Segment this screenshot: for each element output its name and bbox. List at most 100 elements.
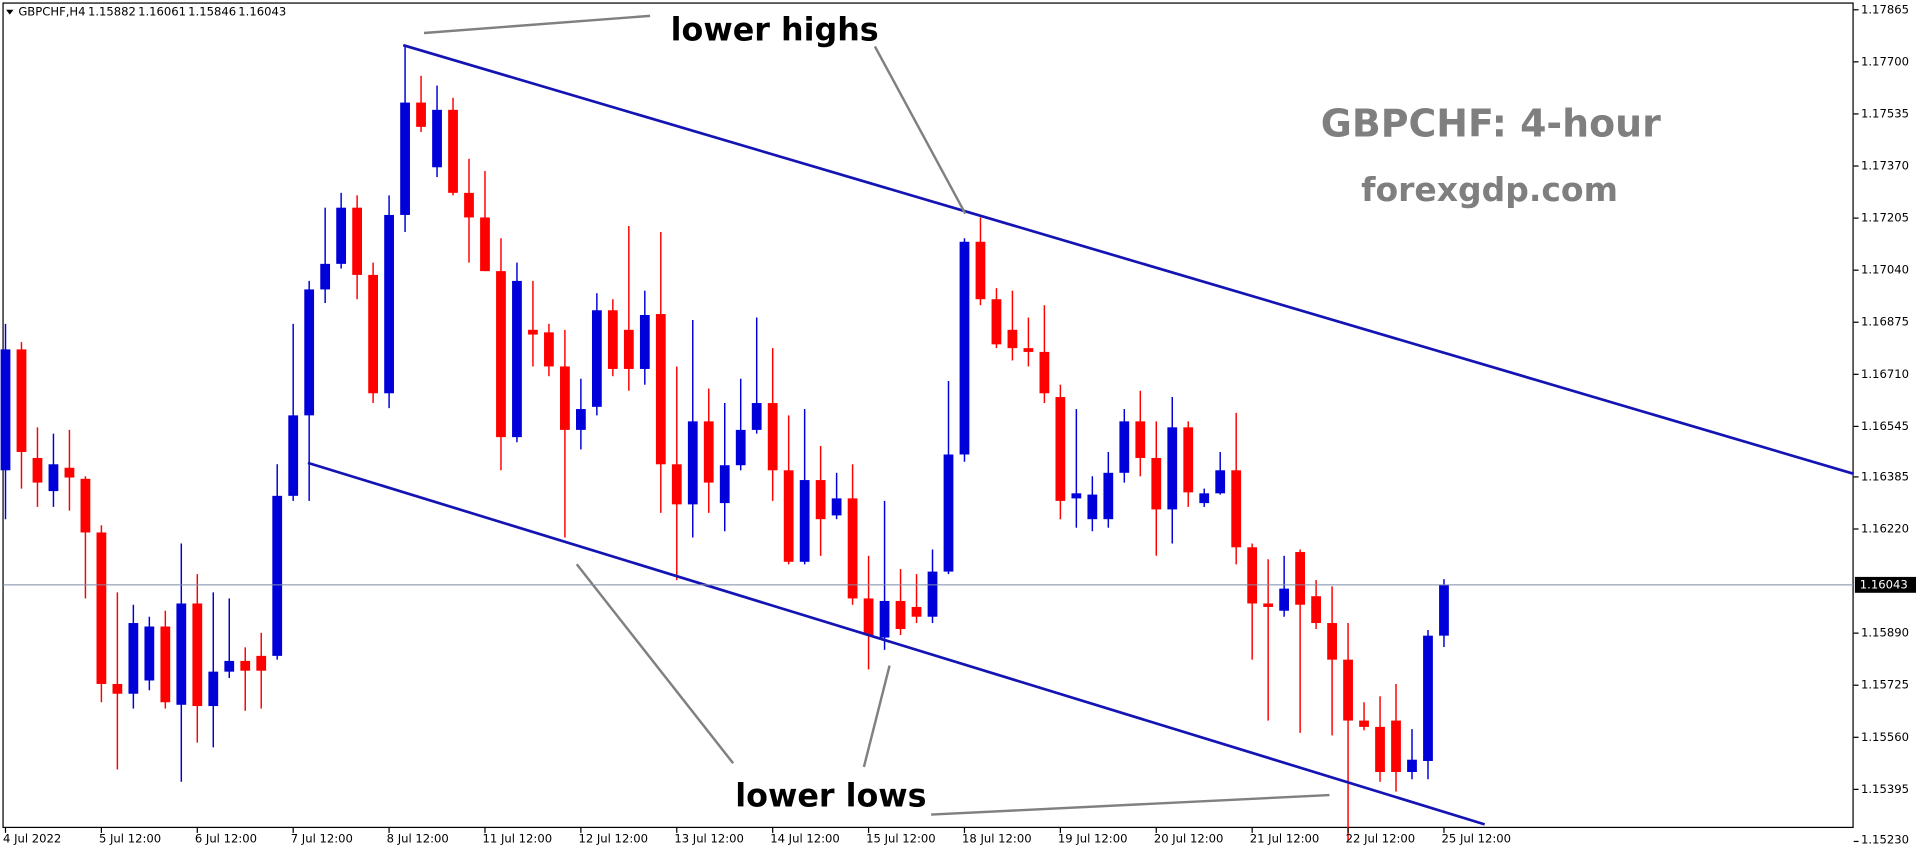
candle-body xyxy=(1423,635,1433,761)
header-close: 1.16043 xyxy=(238,5,286,19)
pointer-line xyxy=(575,563,735,765)
candle-body xyxy=(384,214,394,394)
candle-body xyxy=(1407,759,1417,773)
annotation: lower highs xyxy=(671,13,879,49)
candle-body xyxy=(336,207,347,264)
candle-body xyxy=(639,314,650,369)
candle-body xyxy=(1295,552,1306,605)
candle-body xyxy=(272,495,283,656)
current-price-label: 1.16043 xyxy=(1860,577,1908,591)
candle-body xyxy=(911,606,922,617)
x-tick-label: 22 Jul 12:00 xyxy=(1346,832,1416,846)
header-high: 1.16061 xyxy=(138,5,186,19)
candle-body xyxy=(528,329,538,335)
candle-body xyxy=(560,366,570,430)
y-tick-label: 1.16385 xyxy=(1861,469,1909,483)
x-tick-label: 18 Jul 12:00 xyxy=(962,832,1032,846)
y-tick-label: 1.17040 xyxy=(1861,263,1909,277)
y-tick-label: 1.16545 xyxy=(1861,419,1909,433)
candle-body xyxy=(623,329,634,369)
candle-body xyxy=(959,241,970,455)
candle-body xyxy=(96,532,107,684)
current-price-box xyxy=(1854,576,1916,593)
annotation: lower lows xyxy=(735,778,926,814)
candle-body xyxy=(895,600,906,630)
candle-body xyxy=(1279,588,1290,611)
candle-body xyxy=(1071,493,1082,499)
candle-body xyxy=(1327,623,1337,660)
candle-body xyxy=(128,623,139,694)
candle-body xyxy=(1119,421,1130,473)
x-tick-label: 20 Jul 12:00 xyxy=(1154,832,1224,846)
candle-body xyxy=(432,109,442,168)
candle-body xyxy=(687,421,698,505)
candle-body xyxy=(927,571,938,617)
candle-body xyxy=(288,415,299,496)
candle-body xyxy=(751,403,762,430)
candle-body xyxy=(64,467,75,478)
candle-body xyxy=(1311,596,1321,624)
candle-body xyxy=(1007,329,1018,349)
candle-body xyxy=(112,683,123,694)
candle-body xyxy=(879,600,890,638)
candle-body xyxy=(831,498,842,516)
candle-body xyxy=(607,310,618,369)
candle-body xyxy=(575,409,586,430)
candle-body xyxy=(1183,427,1194,493)
y-tick-label: 1.15230 xyxy=(1861,833,1909,847)
x-tick-label: 19 Jul 12:00 xyxy=(1058,832,1128,846)
candle-body xyxy=(783,470,794,562)
x-tick-label: 5 Jul 12:00 xyxy=(99,832,161,846)
x-tick-label: 8 Jul 12:00 xyxy=(387,832,449,846)
candle-body xyxy=(1151,457,1162,510)
y-tick-label: 1.15725 xyxy=(1861,678,1909,692)
trend-lines xyxy=(307,43,1855,826)
candle-body xyxy=(991,299,1002,345)
pointer-line xyxy=(931,793,1330,816)
candle-body xyxy=(320,263,331,290)
candle-body xyxy=(1055,397,1066,501)
candle-body xyxy=(256,655,267,671)
candle-body xyxy=(448,109,458,193)
candle-body xyxy=(1135,421,1146,458)
candle-body xyxy=(943,454,954,572)
candle-body xyxy=(224,660,235,672)
candle-body xyxy=(815,480,826,520)
candle-body xyxy=(0,349,11,471)
candle-body xyxy=(767,403,778,471)
upper-trend-line xyxy=(402,43,1855,476)
candle-body xyxy=(703,421,714,483)
x-tick-label: 6 Jul 12:00 xyxy=(195,832,257,846)
candle-body xyxy=(1359,720,1369,727)
candle-body xyxy=(160,626,171,703)
candle-body xyxy=(192,603,203,707)
candle-body xyxy=(1231,470,1242,548)
x-tick-label: 13 Jul 12:00 xyxy=(674,832,744,846)
y-tick-label: 1.15560 xyxy=(1861,730,1909,744)
candle-body xyxy=(671,464,682,505)
candle-body xyxy=(735,429,746,466)
candle-body xyxy=(1023,348,1034,352)
candle-body xyxy=(48,464,59,492)
candle-body xyxy=(496,271,506,438)
candle-body xyxy=(240,660,251,671)
y-tick-label: 1.17865 xyxy=(1861,2,1909,16)
candle-body xyxy=(464,192,474,218)
candle-body xyxy=(400,102,410,215)
candle-body xyxy=(1375,726,1385,773)
candle-body xyxy=(176,603,187,705)
y-tick-label: 1.17535 xyxy=(1861,106,1909,120)
candle-body xyxy=(1247,547,1258,604)
candle-body xyxy=(16,349,27,452)
menu-triangle[interactable] xyxy=(6,9,14,15)
candle-body xyxy=(1439,584,1449,636)
candles xyxy=(0,45,1449,841)
y-tick-label: 1.17700 xyxy=(1861,54,1909,68)
candle-body xyxy=(1103,472,1114,520)
pointer-line xyxy=(423,14,651,35)
lower-trend-line xyxy=(307,461,1486,826)
candle-body xyxy=(1391,720,1401,773)
candle-body xyxy=(1343,659,1353,721)
